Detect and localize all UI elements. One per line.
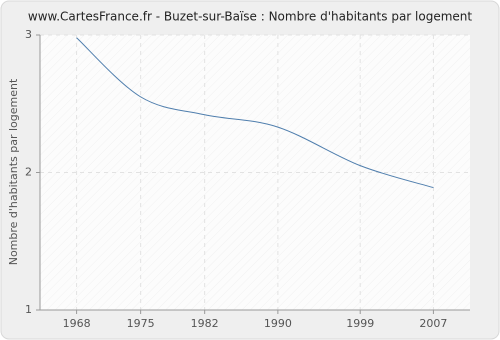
y-tick-label: 1 xyxy=(25,303,32,316)
x-tick-label: 2007 xyxy=(419,317,447,330)
x-tick-label: 1999 xyxy=(346,317,374,330)
plot-area xyxy=(40,35,470,310)
chart-title: www.CartesFrance.fr - Buzet-sur-Baïse : … xyxy=(28,10,473,24)
x-tick-label: 1975 xyxy=(127,317,155,330)
y-axis-label: Nombre d'habitants par logement xyxy=(7,78,20,265)
y-tick-label: 2 xyxy=(25,166,32,179)
x-tick-label: 1968 xyxy=(63,317,91,330)
x-tick-label: 1990 xyxy=(264,317,292,330)
y-tick-label: 3 xyxy=(25,28,32,41)
line-series xyxy=(76,37,434,189)
x-tick-label: 1982 xyxy=(191,317,219,330)
